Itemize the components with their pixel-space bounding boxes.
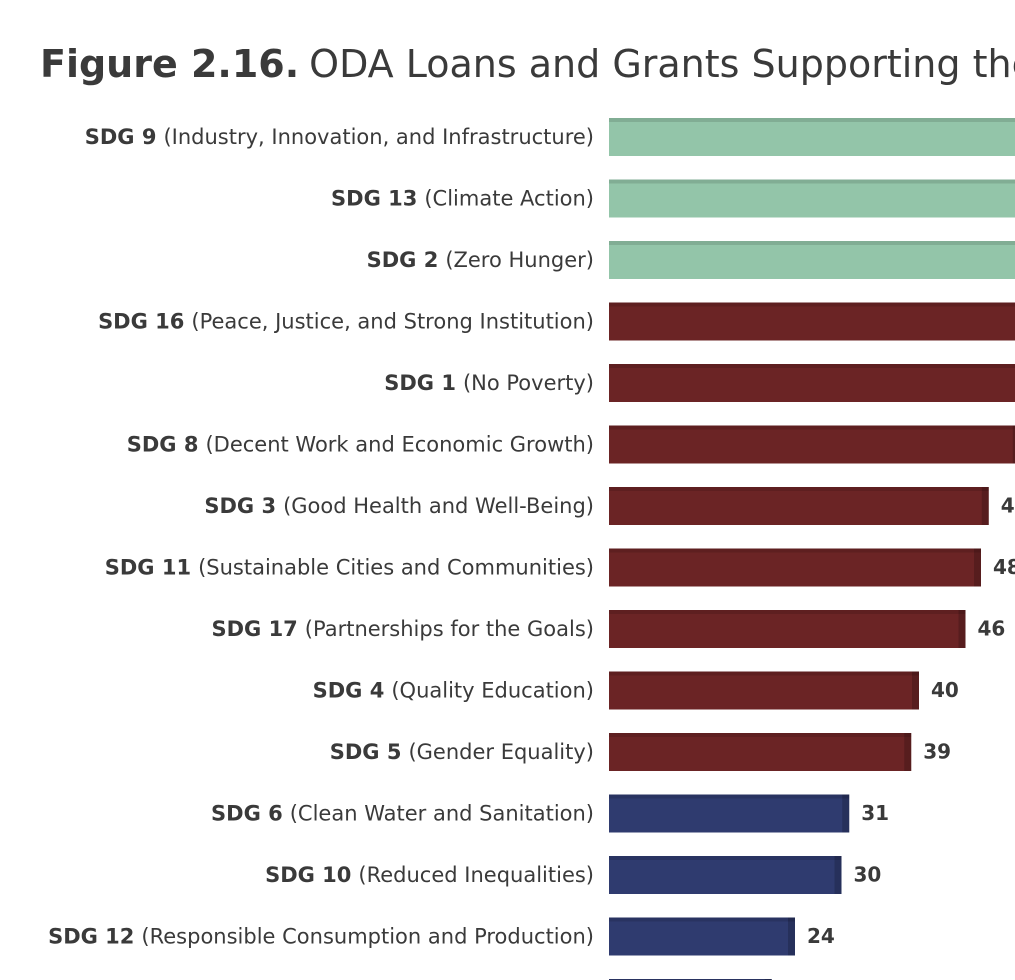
- category-code: SDG 5: [330, 740, 402, 764]
- bar-bevel: [609, 917, 795, 922]
- bar: [609, 794, 850, 833]
- value-label: 39: [923, 740, 951, 764]
- bar: [609, 241, 1015, 279]
- category-label: SDG 3 (Good Health and Well-Being): [204, 494, 594, 518]
- category-label: SDG 5 (Gender Equality): [330, 740, 594, 764]
- category-label: SDG 4 (Quality Education): [313, 679, 594, 703]
- chart-title: Figure 2.16. ODA Loans and Grants Support…: [40, 42, 1015, 86]
- bar-bevel: [609, 241, 1015, 245]
- category-note: (Responsible Consumption and Production): [141, 925, 594, 949]
- category-code: SDG 10: [265, 863, 351, 887]
- bar: [609, 856, 842, 894]
- bar: [609, 917, 795, 956]
- category-note: (Decent Work and Economic Growth): [205, 433, 594, 457]
- bar-bevel: [609, 118, 1015, 122]
- bar: [609, 118, 1015, 156]
- category-note: (Peace, Justice, and Strong Institution): [191, 310, 594, 334]
- bar-bevel: [609, 179, 1015, 184]
- category-code: SDG 12: [48, 925, 134, 949]
- category-label: SDG 6 (Clean Water and Sanitation): [211, 802, 594, 826]
- bar-bevel: [609, 302, 1015, 307]
- category-note: (No Poverty): [463, 371, 594, 395]
- value-label: 24: [807, 924, 835, 948]
- category-code: SDG 13: [331, 187, 417, 211]
- bar-bevel: [609, 733, 912, 737]
- bar-side: [981, 487, 989, 525]
- category-label: SDG 16 (Peace, Justice, and Strong Instit…: [98, 310, 594, 334]
- category-code: SDG 16: [98, 310, 184, 334]
- bar-side: [842, 794, 850, 833]
- category-note: (Industry, Innovation, and Infrastructur…: [163, 125, 594, 149]
- bar-bevel: [609, 856, 842, 860]
- category-code: SDG 4: [313, 679, 385, 703]
- category-note: (Climate Action): [424, 187, 594, 211]
- bar: [609, 487, 989, 525]
- value-label: 46: [978, 617, 1006, 641]
- value-label: 31: [861, 801, 889, 825]
- category-code: SDG 9: [85, 125, 157, 149]
- category-label: SDG 13 (Climate Action): [331, 187, 594, 211]
- bar-side: [912, 671, 919, 710]
- title-prefix: Figure 2.16.: [40, 42, 299, 86]
- bar: [609, 548, 981, 587]
- bar: [609, 179, 1015, 218]
- category-label: SDG 17 (Partnerships for the Goals): [211, 617, 594, 641]
- bar-bevel: [609, 671, 919, 676]
- bar-side: [834, 856, 842, 894]
- bar: [609, 610, 966, 648]
- bar: [609, 733, 912, 771]
- category-note: (Gender Equality): [408, 740, 594, 764]
- bar: [609, 425, 1015, 464]
- category-code: SDG 3: [204, 494, 276, 518]
- category-note: (Partnerships for the Goals): [305, 617, 594, 641]
- category-label: SDG 9 (Industry, Innovation, and Infrastr…: [85, 125, 594, 149]
- category-code: SDG 8: [127, 433, 199, 457]
- bar-bevel: [609, 364, 1015, 368]
- category-code: SDG 2: [367, 248, 439, 272]
- category-code: SDG 1: [384, 371, 456, 395]
- category-note: (Clean Water and Sanitation): [290, 802, 594, 826]
- category-label: SDG 8 (Decent Work and Economic Growth): [127, 433, 594, 457]
- bar-side: [958, 610, 966, 648]
- category-label: SDG 1 (No Poverty): [384, 371, 594, 395]
- category-label: SDG 10 (Reduced Inequalities): [265, 863, 594, 887]
- category-code: SDG 17: [211, 617, 297, 641]
- bar-bevel: [609, 425, 1015, 430]
- bar-bevel: [609, 794, 850, 799]
- bar-bevel: [609, 487, 989, 491]
- bar: [609, 671, 919, 710]
- category-label: SDG 11 (Sustainable Cities and Communitie…: [105, 556, 594, 580]
- category-note: (Quality Education): [391, 679, 594, 703]
- bar: [609, 302, 1015, 341]
- bar-side: [974, 548, 981, 587]
- category-note: (Reduced Inequalities): [358, 863, 594, 887]
- category-code: SDG 6: [211, 802, 283, 826]
- value-label: 30: [854, 863, 882, 887]
- value-label: 48: [993, 555, 1015, 579]
- bar-bevel: [609, 548, 981, 553]
- bar-side: [904, 733, 912, 771]
- title-text: ODA Loans and Grants Supporting the Su: [309, 42, 1015, 86]
- bar-side: [1012, 425, 1015, 464]
- value-label: 49: [1001, 494, 1015, 518]
- bar: [609, 364, 1015, 402]
- category-code: SDG 11: [105, 556, 191, 580]
- category-note: (Zero Hunger): [445, 248, 594, 272]
- category-label: SDG 12 (Responsible Consumption and Produ…: [48, 925, 594, 949]
- category-note: (Sustainable Cities and Communities): [198, 556, 594, 580]
- category-label: SDG 2 (Zero Hunger): [367, 248, 594, 272]
- value-label: 40: [931, 678, 959, 702]
- bar-bevel: [609, 610, 966, 614]
- category-note: (Good Health and Well-Being): [283, 494, 594, 518]
- bar-side: [788, 917, 795, 956]
